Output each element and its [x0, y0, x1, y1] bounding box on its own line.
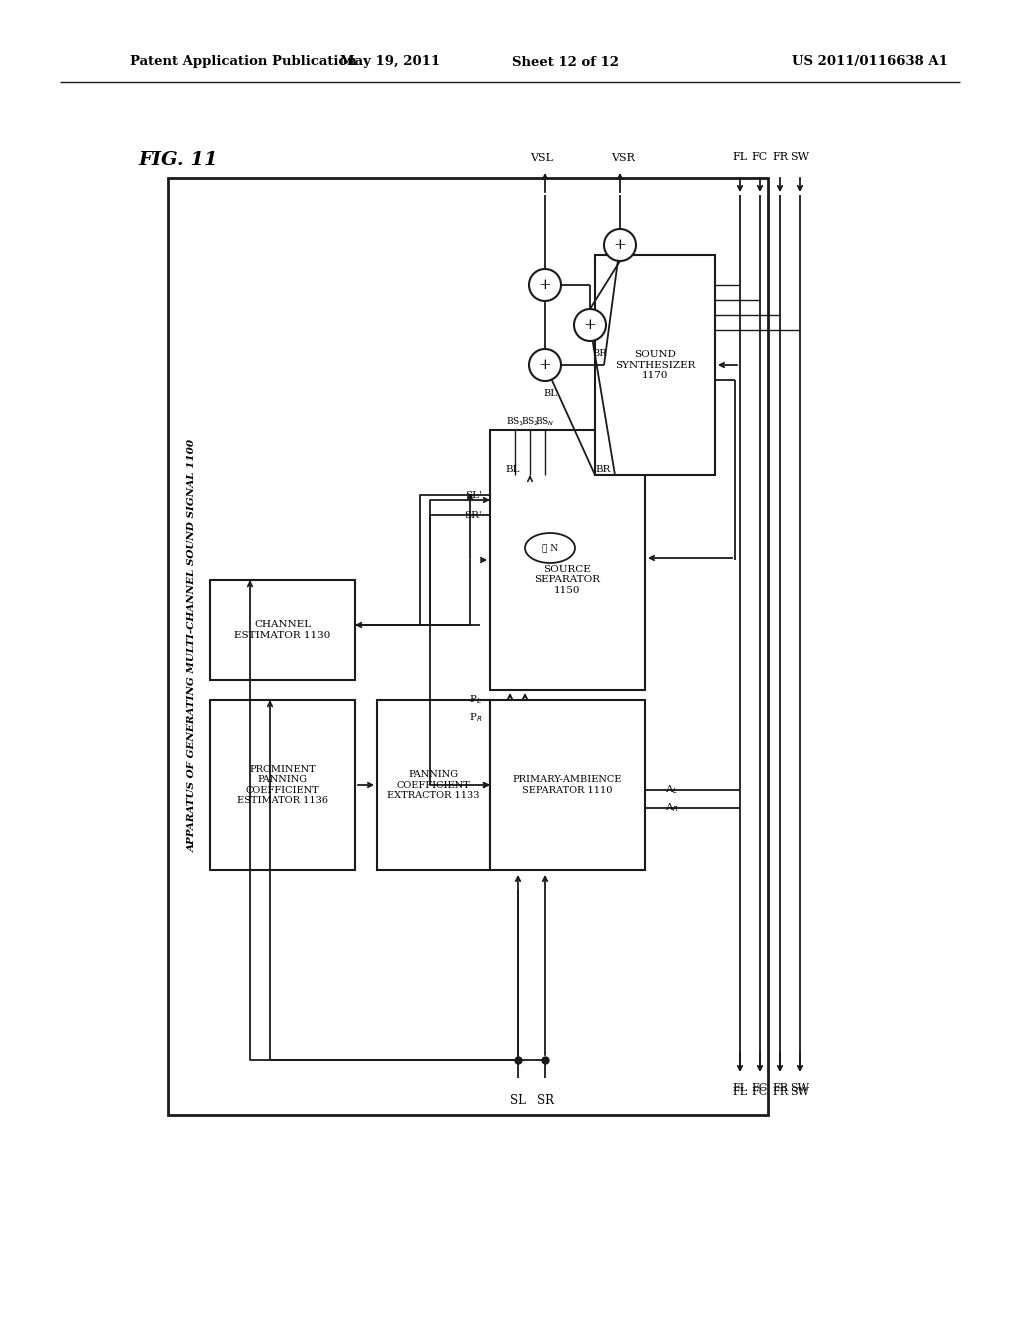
Bar [210, 700, 355, 870]
Bar [595, 255, 715, 475]
Text: VSL: VSL [530, 153, 554, 162]
Text: BS$_N$: BS$_N$ [536, 416, 555, 428]
Text: PANNING
COEFFICIENT
EXTRACTOR 1133: PANNING COEFFICIENT EXTRACTOR 1133 [387, 770, 480, 800]
Text: CHANNEL
ESTIMATOR 1130: CHANNEL ESTIMATOR 1130 [234, 620, 331, 640]
Text: BL: BL [543, 388, 557, 397]
Text: +: + [613, 238, 627, 252]
Bar [490, 430, 645, 690]
Text: SL': SL' [465, 491, 482, 499]
Text: SW: SW [791, 1082, 810, 1093]
Text: FC: FC [752, 152, 768, 162]
Text: May 19, 2011: May 19, 2011 [340, 55, 440, 69]
Text: P$_R$: P$_R$ [469, 711, 482, 725]
Text: +: + [539, 358, 551, 372]
Text: BS$_1$: BS$_1$ [506, 416, 524, 428]
Text: FL: FL [732, 1082, 748, 1093]
Text: SW: SW [791, 152, 810, 162]
Circle shape [574, 309, 606, 341]
Text: SOURCE
SEPARATOR
1150: SOURCE SEPARATOR 1150 [535, 565, 600, 595]
Text: BL: BL [506, 466, 520, 474]
Text: BR: BR [593, 348, 607, 358]
Text: SL: SL [510, 1093, 526, 1106]
Text: PRIMARY-AMBIENCE
SEPARATOR 1110: PRIMARY-AMBIENCE SEPARATOR 1110 [513, 775, 623, 795]
Circle shape [529, 269, 561, 301]
Text: FR: FR [772, 1086, 788, 1097]
Text: FL: FL [732, 1086, 748, 1097]
Text: FR: FR [772, 152, 788, 162]
Text: BR: BR [595, 466, 610, 474]
Text: +: + [539, 279, 551, 292]
Text: FL: FL [732, 152, 748, 162]
Ellipse shape [525, 533, 575, 564]
Text: VSR: VSR [611, 153, 635, 162]
Text: ⋮ N: ⋮ N [542, 544, 558, 553]
Text: BS$_2$: BS$_2$ [521, 416, 540, 428]
Text: US 2011/0116638 A1: US 2011/0116638 A1 [792, 55, 948, 69]
Text: SOUND
SYNTHESIZER
1170: SOUND SYNTHESIZER 1170 [614, 350, 695, 380]
Text: APPARATUS OF GENERATING MULTI-CHANNEL SOUND SIGNAL 1100: APPARATUS OF GENERATING MULTI-CHANNEL SO… [187, 438, 197, 851]
Text: FC: FC [752, 1082, 768, 1093]
Text: P$_L$: P$_L$ [469, 693, 482, 706]
Circle shape [604, 228, 636, 261]
Text: +: + [584, 318, 596, 333]
Text: Patent Application Publication: Patent Application Publication [130, 55, 356, 69]
Circle shape [529, 348, 561, 381]
Text: Sheet 12 of 12: Sheet 12 of 12 [512, 55, 618, 69]
Text: SR: SR [537, 1093, 554, 1106]
Text: A$_R$: A$_R$ [665, 801, 679, 814]
Text: SW: SW [791, 1086, 810, 1097]
Text: FIG. 11: FIG. 11 [138, 150, 218, 169]
Text: FR: FR [772, 1082, 788, 1093]
Bar [490, 700, 645, 870]
Text: PROMINENT
PANNING
COEFFICIENT
ESTIMATOR 1136: PROMINENT PANNING COEFFICIENT ESTIMATOR … [237, 764, 328, 805]
Text: SR': SR' [464, 511, 482, 520]
Bar [210, 579, 355, 680]
Bar [377, 700, 490, 870]
Text: FC: FC [752, 1086, 768, 1097]
Bar [168, 178, 768, 1115]
Text: A$_L$: A$_L$ [665, 784, 678, 796]
